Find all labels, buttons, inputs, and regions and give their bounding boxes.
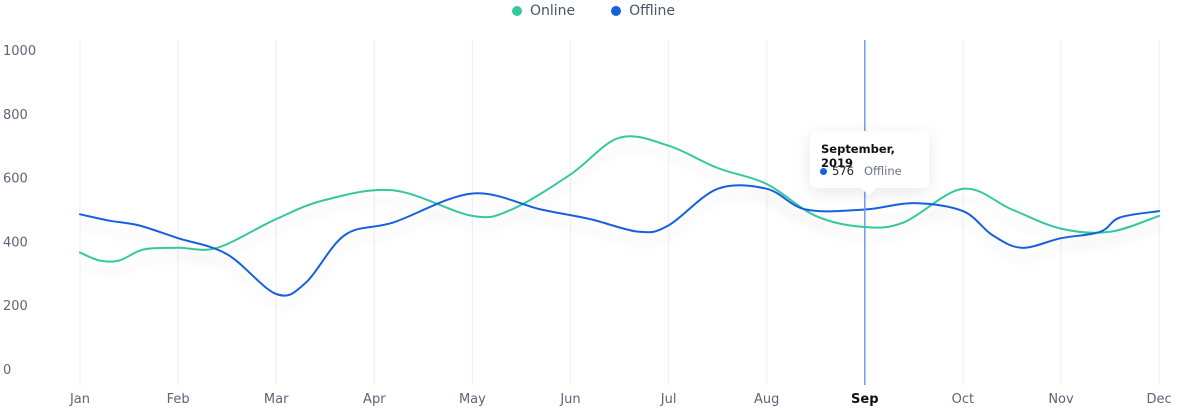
legend-label-online: Online (529, 3, 576, 19)
y-tick-label: 200 (3, 299, 28, 314)
x-tick-label-jul: Jul (660, 392, 677, 407)
vertical-grid (79, 40, 1160, 385)
y-tick-label: 800 (3, 108, 28, 123)
series-line-online (79, 135, 1161, 263)
legend-item-online[interactable]: Online (511, 3, 576, 19)
x-axis: Jan Feb Mar Apr May Jun Jul Aug Sep Oct Nov Dec (69, 392, 1172, 407)
y-tick-label: 400 (3, 235, 28, 250)
x-tick-label-apr: Apr (363, 392, 386, 407)
x-tick-label-mar: Mar (264, 392, 289, 407)
x-tick-label-feb: Feb (167, 392, 190, 407)
x-tick-label-jan: Jan (69, 392, 90, 407)
y-axis: 0 200 400 600 800 1000 (3, 44, 36, 378)
tooltip-title: September, 2019 (821, 142, 895, 170)
chart-tooltip: September, 2019 576 Offline (810, 131, 929, 197)
x-tick-label-nov: Nov (1048, 392, 1074, 407)
tooltip-series-name: Offline (863, 164, 902, 178)
tooltip-row: 576 Offline (820, 164, 902, 178)
tooltip-series-dot (820, 167, 827, 175)
y-tick-label: 1000 (3, 44, 36, 59)
series-line-offline (79, 184, 1161, 297)
chart-legend: Online Offline (0, 2, 1187, 20)
x-tick-label-oct: Oct (952, 392, 974, 407)
x-tick-label-sep: Sep (851, 392, 879, 407)
x-tick-label-aug: Aug (754, 392, 779, 407)
tooltip-value: 576 (832, 164, 854, 178)
x-tick-label-dec: Dec (1147, 392, 1172, 407)
y-tick-label: 600 (3, 172, 28, 187)
series-lines (79, 135, 1161, 297)
legend-dot-online (511, 6, 522, 16)
legend-dot-offline (611, 6, 622, 16)
legend-label-offline: Offline (629, 3, 676, 19)
x-tick-label-jun: Jun (559, 392, 580, 407)
y-tick-label: 0 (3, 363, 11, 378)
legend-item-offline[interactable]: Offline (611, 3, 675, 19)
x-tick-label-may: May (459, 392, 486, 407)
